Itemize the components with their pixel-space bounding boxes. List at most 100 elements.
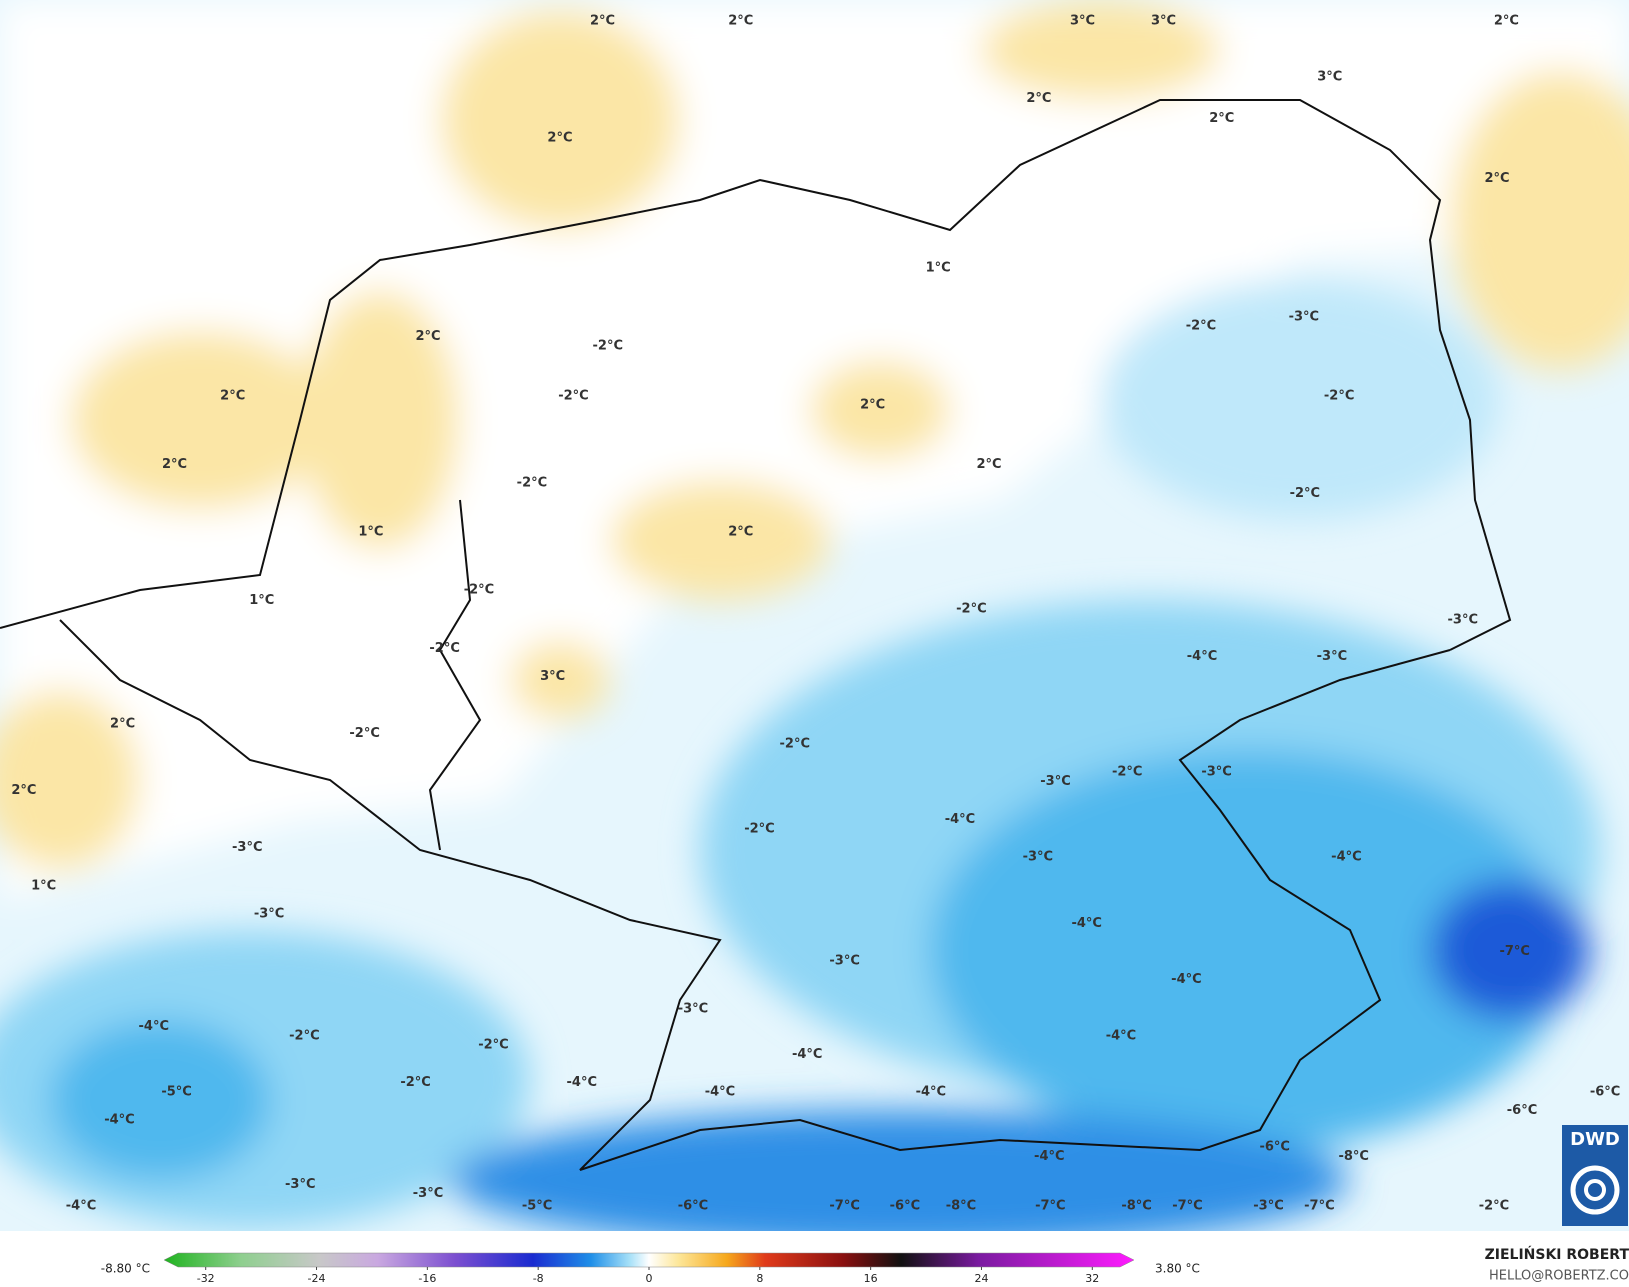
temperature-label: -4°C	[66, 1199, 96, 1214]
logo-box	[1562, 1125, 1628, 1226]
cold-area	[50, 1020, 270, 1180]
temperature-label: -3°C	[1201, 764, 1231, 779]
temperature-label: -2°C	[1186, 319, 1216, 334]
warm-area	[440, 10, 680, 230]
temperature-label: -6°C	[890, 1199, 920, 1214]
temperature-label: -7°C	[1499, 944, 1529, 959]
temperature-label: 3°C	[540, 669, 565, 684]
temperature-label: -4°C	[792, 1047, 822, 1062]
temperature-label: -2°C	[744, 822, 774, 837]
temperature-label: -8°C	[1338, 1149, 1368, 1164]
colorbar-tick-label: 8	[756, 1272, 763, 1285]
temperature-label: 2°C	[11, 783, 36, 798]
warm-area	[980, 0, 1220, 100]
temperature-label: -3°C	[285, 1177, 315, 1192]
temperature-label: -4°C	[1331, 850, 1361, 865]
temperature-label: 2°C	[976, 457, 1001, 472]
temperature-label: -2°C	[349, 726, 379, 741]
temperature-label: 3°C	[1317, 69, 1342, 84]
logo-swirl	[1570, 1165, 1620, 1215]
temperature-label: -3°C	[1023, 850, 1053, 865]
logo-swirl	[1584, 1179, 1606, 1201]
temperature-label: -2°C	[593, 338, 623, 353]
temperature-label: -2°C	[780, 736, 810, 751]
colorbar-tick-label: 0	[646, 1272, 653, 1285]
temperature-label: 2°C	[162, 457, 187, 472]
temperature-label: -4°C	[1187, 649, 1217, 664]
warm-area	[810, 360, 950, 460]
colorbar-tick-label: -32	[197, 1272, 215, 1285]
max-value: 3.80 °C	[1155, 1262, 1200, 1276]
temperature-label: 2°C	[110, 717, 135, 732]
temperature-label: -4°C	[916, 1084, 946, 1099]
temperature-label: 2°C	[1494, 13, 1519, 28]
temperature-label: -3°C	[1253, 1199, 1283, 1214]
temperature-label: -2°C	[1324, 388, 1354, 403]
temperature-label: -3°C	[829, 953, 859, 968]
temperature-label: 2°C	[415, 329, 440, 344]
temperature-label: -3°C	[413, 1186, 443, 1201]
temperature-label: 1°C	[249, 593, 274, 608]
temperature-label: 3°C	[1151, 13, 1176, 28]
temperature-label: -3°C	[254, 907, 284, 922]
temperature-label: -8°C	[946, 1199, 976, 1214]
warm-area	[0, 690, 140, 870]
temperature-label: 3°C	[1070, 13, 1095, 28]
logo-text: DWD	[1570, 1129, 1620, 1150]
temperature-label: -4°C	[945, 812, 975, 827]
zero-zone	[0, 0, 1629, 900]
temperature-label: -3°C	[1040, 774, 1070, 789]
temperature-label: -3°C	[1317, 649, 1347, 664]
temperature-label: -2°C	[289, 1028, 319, 1043]
temperature-field	[0, 0, 1629, 1231]
temperature-label: -7°C	[1172, 1199, 1202, 1214]
temperature-label: 1°C	[926, 261, 951, 276]
colorbar-tick-label: -16	[418, 1272, 436, 1285]
temperature-label: -6°C	[1590, 1084, 1620, 1099]
temperature-label: -4°C	[1106, 1028, 1136, 1043]
temperature-label: 2°C	[728, 13, 753, 28]
temperature-label: -4°C	[1171, 972, 1201, 987]
colorbar-tick-label: 24	[974, 1272, 988, 1285]
coastline-border	[0, 99, 1512, 651]
borders	[0, 99, 1512, 1171]
temperature-label: 1°C	[31, 879, 56, 894]
temperature-label: 2°C	[220, 388, 245, 403]
temperature-label: -2°C	[1112, 764, 1142, 779]
warm-area	[610, 480, 830, 600]
min-value: -8.80 °C	[101, 1262, 150, 1276]
colorbar	[163, 1252, 1135, 1268]
temperature-label: -4°C	[104, 1112, 134, 1127]
temperature-label: -6°C	[678, 1199, 708, 1214]
temperature-label: 2°C	[1485, 171, 1510, 186]
colorbar-tick-label: 16	[864, 1272, 878, 1285]
temperature-label: -3°C	[232, 840, 262, 855]
temperature-label: -3°C	[1448, 613, 1478, 628]
temperature-label: -4°C	[705, 1084, 735, 1099]
temperature-label: -4°C	[1034, 1149, 1064, 1164]
temperature-label: -6°C	[1259, 1139, 1289, 1154]
temperature-label: -6°C	[1507, 1103, 1537, 1118]
warm-area	[300, 290, 460, 550]
country-border	[428, 499, 482, 851]
temperature-label: -2°C	[400, 1075, 430, 1090]
temperature-label: 2°C	[728, 524, 753, 539]
temperature-label: -7°C	[829, 1199, 859, 1214]
temperature-label: -2°C	[429, 641, 459, 656]
temperature-label: 1°C	[358, 524, 383, 539]
author-name: ZIELIŃSKI ROBERT	[1485, 1245, 1629, 1263]
temperature-label: 2°C	[1026, 91, 1051, 106]
temperature-label: -2°C	[464, 583, 494, 598]
cold-area	[450, 1110, 1350, 1231]
temperature-label: 2°C	[860, 398, 885, 413]
temperature-label: -2°C	[558, 388, 588, 403]
cold-area	[1100, 280, 1500, 520]
temperature-label: -2°C	[956, 601, 986, 616]
temperature-label: -2°C	[478, 1038, 508, 1053]
warm-area	[70, 330, 330, 510]
temperature-label: -8°C	[1121, 1199, 1151, 1214]
temperature-label: -3°C	[678, 1001, 708, 1016]
colorbar-tick-label: -8	[533, 1272, 544, 1285]
temperature-label: -7°C	[1035, 1199, 1065, 1214]
